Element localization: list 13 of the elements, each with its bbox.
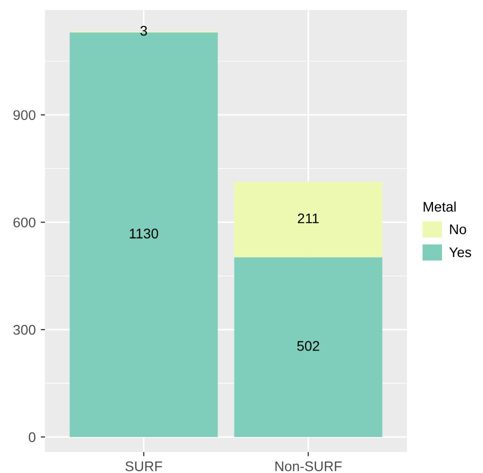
- data-label: 1130: [130, 228, 158, 238]
- legend-label: No: [450, 224, 466, 234]
- x-tick-label: SURF: [125, 461, 162, 472]
- x-tick-label: Non-SURF: [275, 461, 342, 472]
- y-tick-label: 900: [13, 110, 36, 120]
- y-tick-label: 600: [14, 218, 36, 228]
- data-label: 211: [298, 213, 319, 224]
- data-label: 502: [297, 341, 320, 351]
- y-tick-label: 0: [28, 432, 36, 442]
- legend-label: Yes: [449, 248, 472, 258]
- data-label: 3: [140, 26, 147, 36]
- y-tick-label: 300: [13, 324, 36, 335]
- legend-title: Metal: [424, 202, 456, 212]
